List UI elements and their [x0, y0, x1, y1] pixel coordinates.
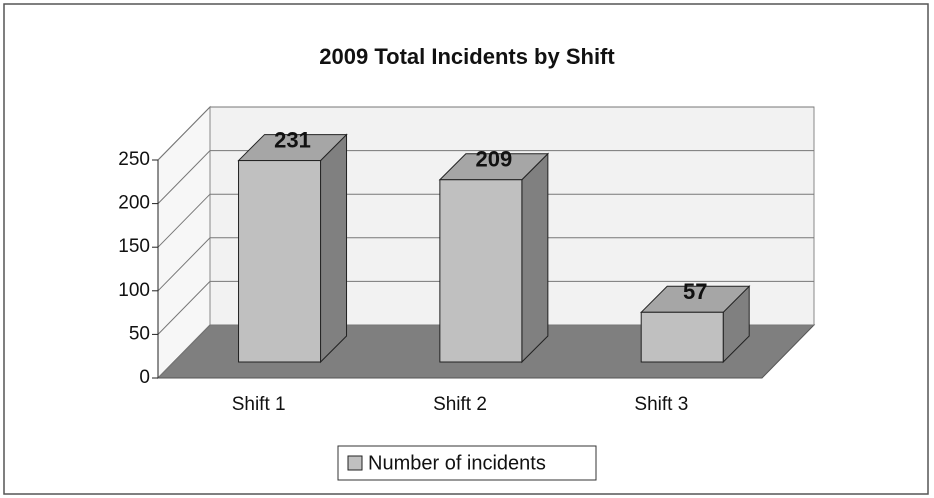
x-tick-label: Shift 3: [634, 394, 688, 415]
y-tick-label: 150: [118, 236, 150, 257]
y-tick-label: 100: [118, 280, 150, 301]
bar: [640, 311, 724, 363]
y-tick-label: 200: [118, 193, 150, 214]
y-tick-label: 250: [118, 149, 150, 170]
y-tick-label: 0: [139, 367, 150, 388]
chart-title: 2009 Total Incidents by Shift: [319, 44, 615, 69]
data-label: 209: [476, 147, 513, 172]
x-tick-label: Shift 2: [433, 394, 487, 415]
grid-line: [157, 237, 814, 292]
data-label: 231: [274, 127, 311, 152]
legend-box: [337, 445, 597, 481]
x-tick-label: Shift 1: [232, 394, 286, 415]
grid-line: [157, 193, 814, 248]
data-label: 57: [683, 279, 707, 304]
bar-side: [521, 152, 549, 364]
grid-line: [157, 280, 814, 335]
bar: [238, 160, 322, 363]
bar-side: [320, 133, 348, 364]
bar: [439, 179, 523, 363]
legend-swatch: [347, 455, 363, 471]
legend-label: Number of incidents: [368, 452, 546, 474]
grid-line: [157, 150, 814, 204]
grid-line: [157, 106, 814, 161]
grid-line: [157, 324, 814, 379]
y-tick-label: 50: [129, 323, 150, 344]
